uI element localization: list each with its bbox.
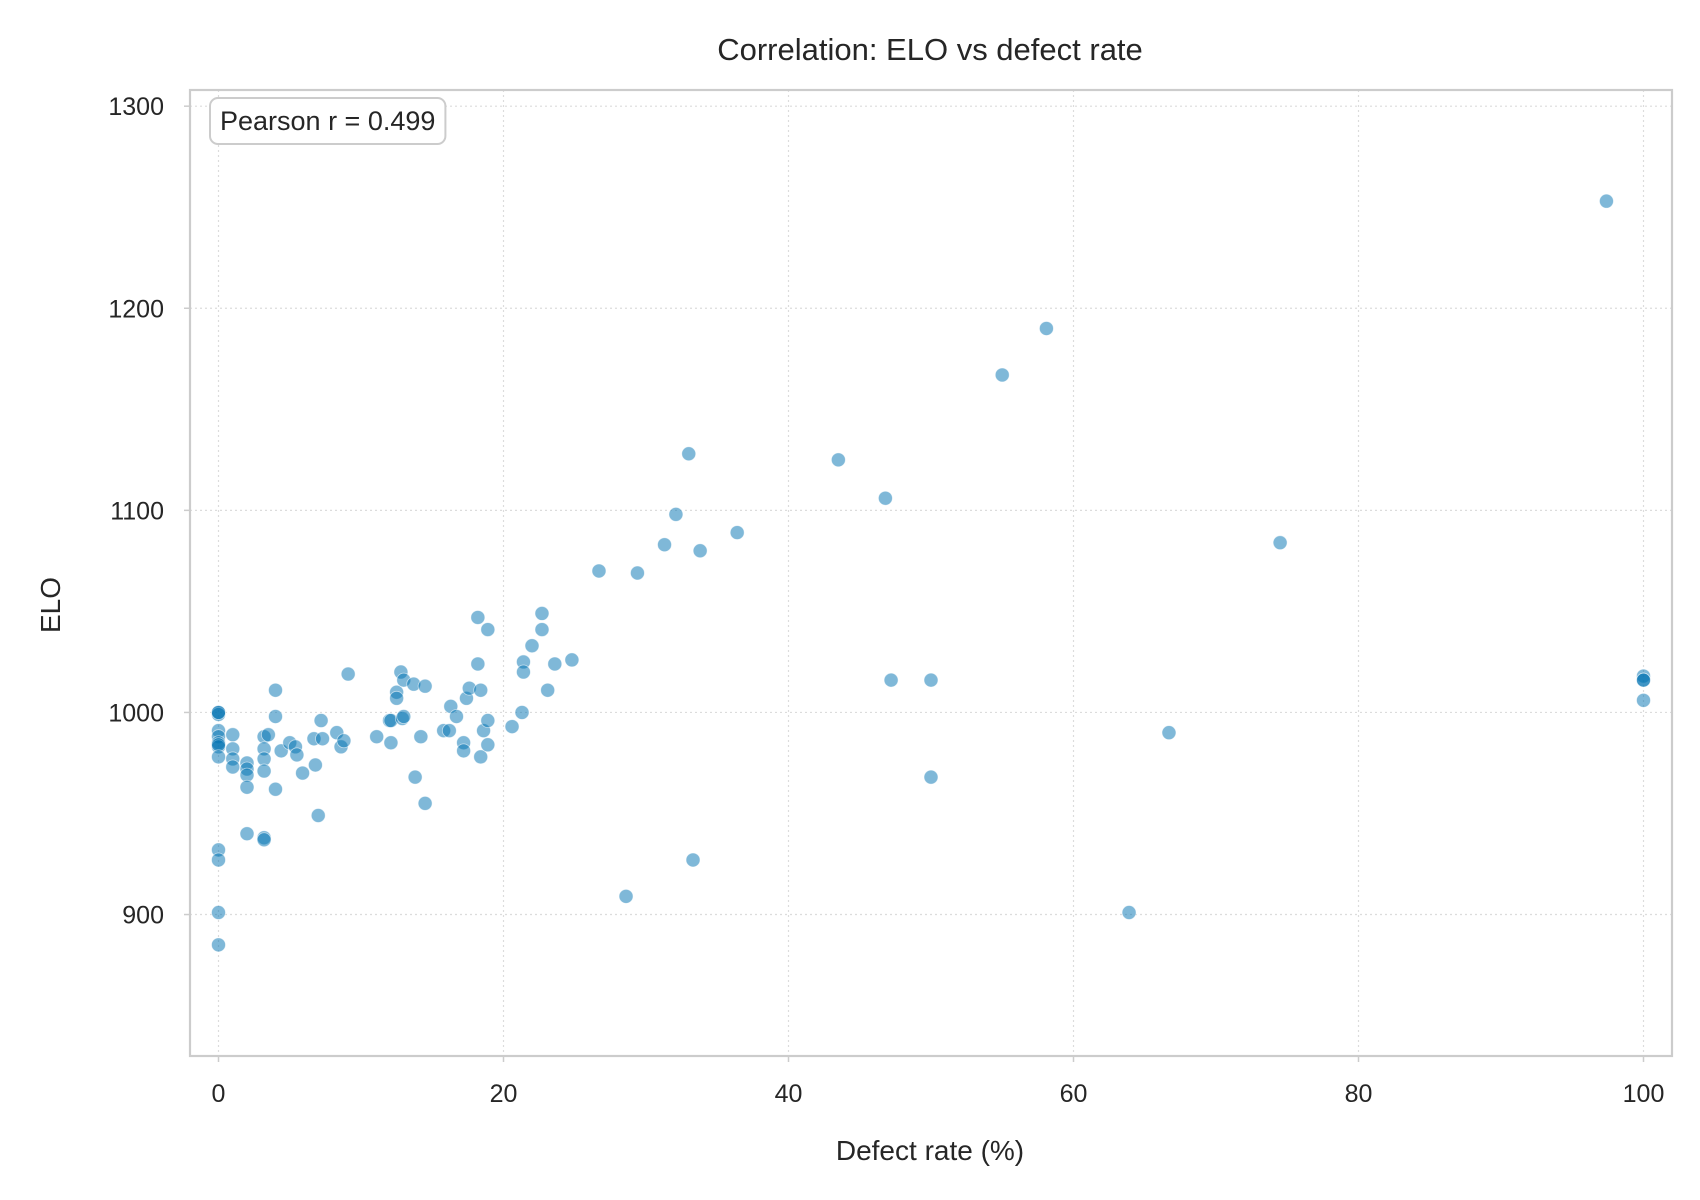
data-point xyxy=(473,749,489,765)
y-tick-label: 900 xyxy=(122,902,164,930)
data-point xyxy=(211,705,226,720)
data-point xyxy=(336,733,352,749)
data-point xyxy=(225,759,241,775)
data-point xyxy=(618,888,634,904)
data-point xyxy=(692,543,708,559)
annotation-box xyxy=(209,97,447,145)
x-tick-label: 60 xyxy=(1060,1080,1088,1108)
y-tick-label: 1000 xyxy=(108,699,164,727)
data-point xyxy=(456,743,472,759)
data-point xyxy=(313,713,329,728)
x-tick-label: 100 xyxy=(1623,1080,1665,1108)
data-point xyxy=(449,709,464,724)
data-point xyxy=(480,622,496,637)
data-point xyxy=(480,713,496,728)
data-point xyxy=(441,723,457,739)
chart-title: Correlation: ELO vs defect rate xyxy=(717,32,1143,67)
data-point xyxy=(1599,193,1614,209)
data-point xyxy=(729,525,745,540)
data-point xyxy=(407,769,423,785)
data-point xyxy=(1121,905,1137,920)
data-point xyxy=(289,747,305,763)
data-point xyxy=(1272,535,1288,551)
data-point xyxy=(547,656,563,672)
data-point xyxy=(630,565,645,581)
data-point xyxy=(514,705,530,720)
data-point xyxy=(256,763,272,779)
data-point xyxy=(268,709,283,724)
plot-frame xyxy=(188,88,1674,1058)
data-point xyxy=(260,727,276,743)
data-point xyxy=(340,666,356,682)
y-axis-label: ELO xyxy=(35,577,66,633)
data-point xyxy=(268,682,283,698)
data-point xyxy=(534,622,550,637)
data-point xyxy=(504,719,520,734)
data-point xyxy=(211,749,226,765)
data-point xyxy=(830,452,846,468)
data-point xyxy=(295,765,310,781)
data-point xyxy=(369,729,385,745)
data-point xyxy=(668,506,684,522)
data-point xyxy=(239,826,255,842)
data-point xyxy=(591,563,607,579)
data-point xyxy=(315,731,330,747)
data-point xyxy=(657,537,672,553)
data-point xyxy=(685,852,701,868)
data-point xyxy=(417,678,433,694)
data-point xyxy=(470,656,486,672)
data-point xyxy=(470,610,486,625)
data-point xyxy=(239,779,255,795)
data-point xyxy=(413,729,429,745)
axis-ticks: 0 20 40 60 80 100 900 1000 1100 1200 1300 xyxy=(108,93,1664,1108)
grid xyxy=(190,90,1672,1056)
annotation: Pearson r = 0.499 xyxy=(209,97,447,145)
data-point xyxy=(211,852,226,868)
data-point xyxy=(923,769,939,785)
x-axis-label: Defect rate (%) xyxy=(836,1135,1024,1166)
y-tick-label: 1300 xyxy=(108,93,164,121)
data-point xyxy=(225,727,241,743)
data-point xyxy=(883,672,899,688)
data-point xyxy=(878,490,893,506)
pearson-annotation: Pearson r = 0.499 xyxy=(220,106,435,136)
data-point xyxy=(1161,725,1177,741)
data-point xyxy=(310,808,326,823)
data-point xyxy=(396,709,412,724)
data-point xyxy=(417,795,433,811)
x-tick-label: 80 xyxy=(1345,1080,1373,1108)
x-tick-label: 0 xyxy=(212,1080,226,1108)
data-point xyxy=(211,905,226,920)
data-point xyxy=(383,735,399,751)
data-point xyxy=(389,690,405,706)
x-tick-label: 20 xyxy=(490,1080,518,1108)
data-point xyxy=(307,757,323,773)
data-point xyxy=(540,682,556,698)
data-point xyxy=(994,367,1010,383)
x-tick-label: 40 xyxy=(775,1080,803,1108)
data-point xyxy=(1636,672,1651,688)
data-point xyxy=(681,446,697,462)
data-point xyxy=(473,682,489,698)
data-point xyxy=(211,937,226,953)
data-point xyxy=(564,652,580,668)
data-point xyxy=(516,664,531,680)
data-point xyxy=(268,781,283,797)
data-point xyxy=(524,638,540,654)
data-point xyxy=(534,606,550,621)
data-point xyxy=(1636,692,1651,708)
y-tick-label: 1200 xyxy=(108,295,164,323)
data-point xyxy=(923,672,939,688)
y-tick-label: 1100 xyxy=(110,497,164,525)
data-point xyxy=(480,737,496,753)
data-points xyxy=(211,193,1651,953)
data-point xyxy=(256,832,272,848)
data-point xyxy=(1039,321,1054,336)
